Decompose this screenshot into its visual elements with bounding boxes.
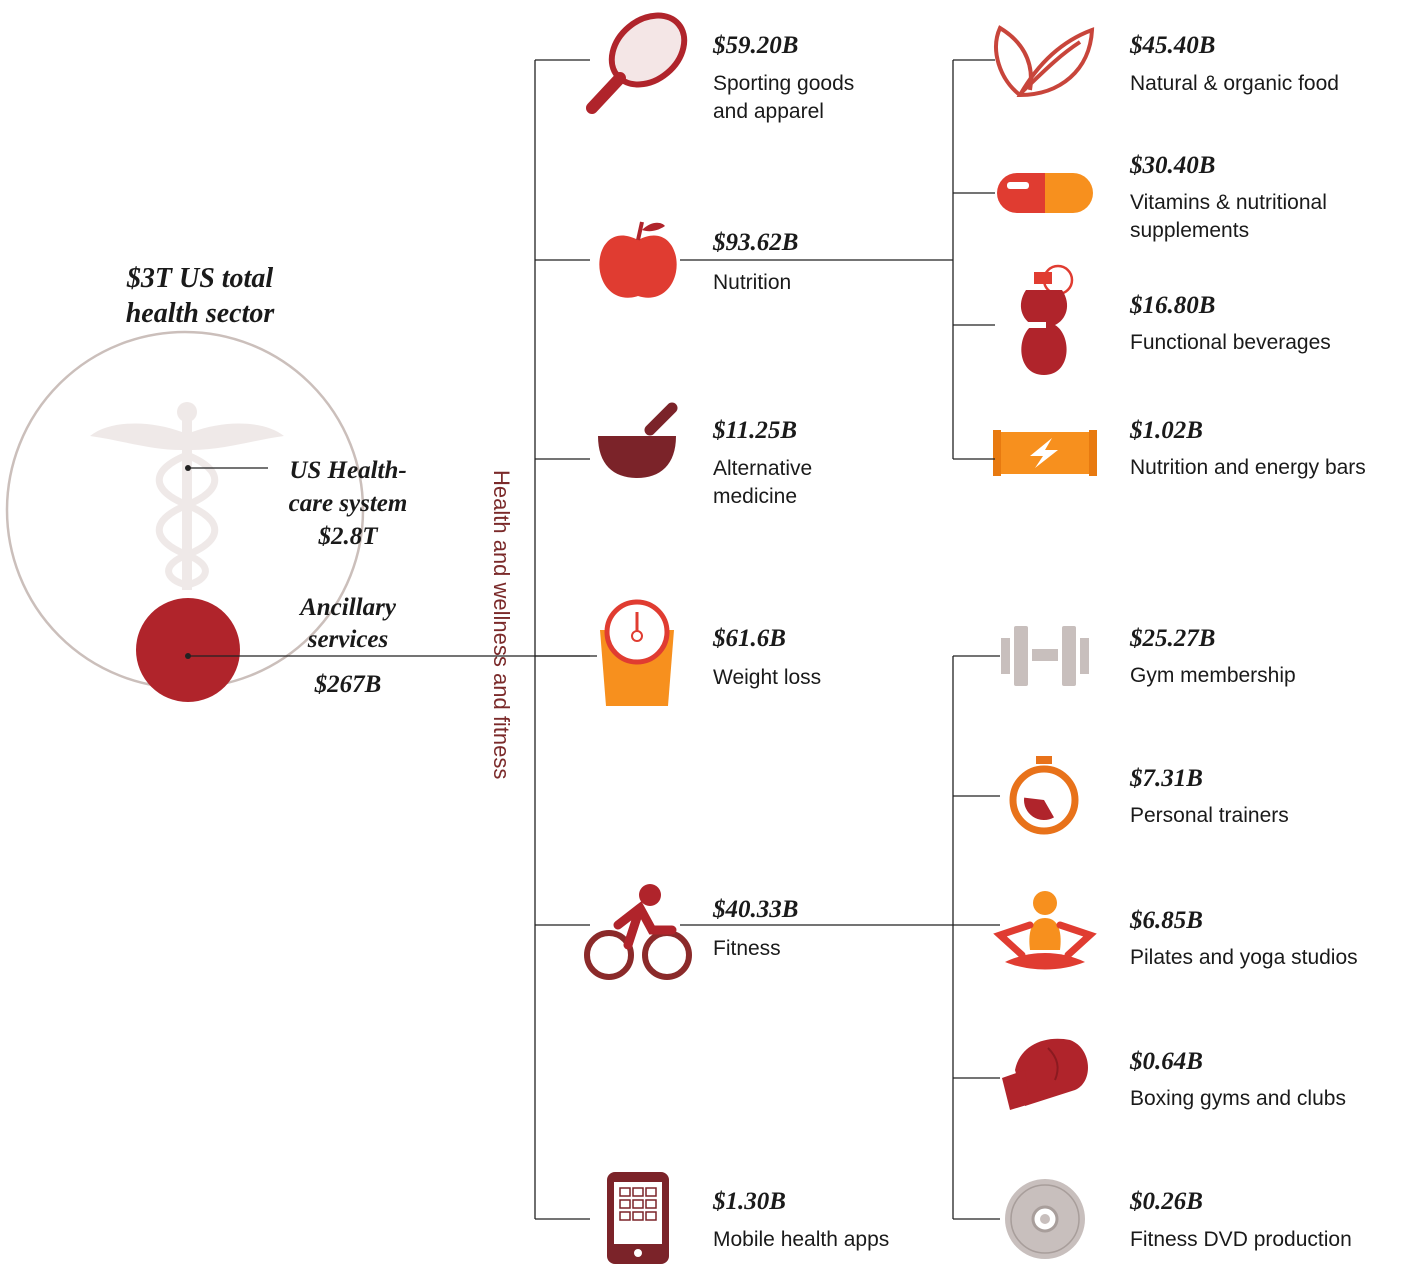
ancillary-circle xyxy=(136,598,240,702)
pill-icon xyxy=(997,173,1093,213)
dumbbell-icon xyxy=(1001,626,1089,686)
sector-title: health sector xyxy=(126,298,276,329)
ancillary-label: services xyxy=(307,626,389,653)
item-label: Natural & organic food xyxy=(1130,72,1339,95)
bike-icon xyxy=(584,884,692,980)
healthcare-label: US Health- xyxy=(289,457,406,484)
item-value: $11.25B xyxy=(712,417,797,444)
item-label: Sporting goods xyxy=(713,72,854,95)
glove-icon xyxy=(1002,1038,1088,1110)
item-value: $40.33B xyxy=(712,896,798,923)
caduceus xyxy=(90,402,284,590)
item-label: Mobile health apps xyxy=(713,1228,889,1251)
item-value: $30.40B xyxy=(1129,152,1215,179)
item-value: $0.64B xyxy=(1129,1048,1203,1075)
item-value: $25.27B xyxy=(1129,625,1215,652)
item-label: Weight loss xyxy=(713,666,821,689)
item-value: $93.62B xyxy=(712,229,798,256)
phone-icon xyxy=(607,1172,669,1264)
item-label: Pilates and yoga studios xyxy=(1130,946,1358,969)
item-value: $59.20B xyxy=(712,32,798,59)
sector-title: $3T US total xyxy=(126,263,273,294)
item-value: $61.6B xyxy=(712,625,786,652)
item-value: $7.31B xyxy=(1129,765,1203,792)
item-label: Fitness DVD production xyxy=(1130,1228,1352,1251)
dvd-icon xyxy=(1005,1179,1085,1259)
item-value: $45.40B xyxy=(1129,32,1215,59)
item-label: supplements xyxy=(1130,219,1249,242)
healthcare-label: care system xyxy=(289,490,408,517)
dot xyxy=(185,465,191,471)
item-value: $1.02B xyxy=(1129,417,1203,444)
stopwatch-icon xyxy=(1009,756,1079,835)
branch-label: Health and wellness and fitness xyxy=(489,470,514,779)
dot xyxy=(185,653,191,659)
bar-icon xyxy=(993,430,1097,476)
leaf-icon xyxy=(994,25,1095,98)
apple-icon xyxy=(599,221,677,298)
healthcare-value: $2.8T xyxy=(317,523,379,550)
item-value: $0.26B xyxy=(1129,1188,1203,1215)
ancillary-label: Ancillary xyxy=(298,594,397,621)
item-label: Nutrition and energy bars xyxy=(1130,456,1366,479)
item-label: Fitness xyxy=(713,937,781,960)
item-label: Gym membership xyxy=(1130,664,1296,687)
item-label: medicine xyxy=(713,485,797,508)
scale-icon xyxy=(600,599,674,706)
item-label: Alternative xyxy=(713,457,812,480)
item-value: $6.85B xyxy=(1129,907,1203,934)
item-label: Vitamins & nutritional xyxy=(1130,191,1327,214)
item-value: $16.80B xyxy=(1129,292,1215,319)
racket-icon xyxy=(586,12,688,114)
item-value: $1.30B xyxy=(712,1188,786,1215)
item-label: and apparel xyxy=(713,100,824,123)
item-label: Nutrition xyxy=(713,271,791,294)
ancillary-value: $267B xyxy=(314,671,382,698)
item-label: Boxing gyms and clubs xyxy=(1130,1087,1346,1110)
item-label: Functional beverages xyxy=(1130,331,1331,354)
bottle-icon xyxy=(1020,264,1074,375)
yoga-icon xyxy=(993,891,1097,970)
mortar-icon xyxy=(598,402,678,478)
item-label: Personal trainers xyxy=(1130,804,1289,827)
